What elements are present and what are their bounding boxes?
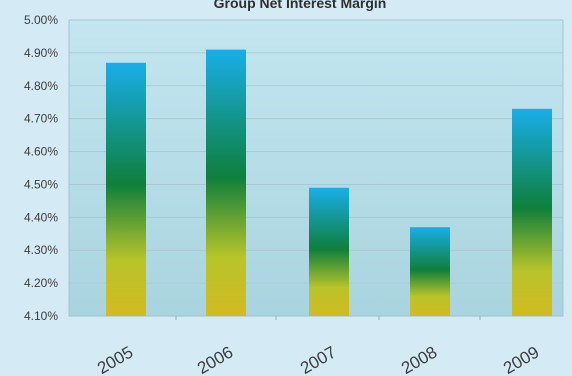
x-tick-label: 2006 [194,343,236,376]
y-tick-label: 4.90% [24,46,58,60]
y-tick-label: 4.80% [24,79,58,93]
y-tick-label: 4.10% [24,309,58,323]
bar-2006 [206,49,246,316]
y-tick-label: 4.40% [24,210,58,224]
y-tick-label: 4.70% [24,112,58,126]
bar-2007 [309,187,349,316]
y-tick-label: 5.00% [24,13,58,27]
bar-2005 [106,62,146,316]
x-tick-label: 2007 [297,343,339,376]
chart-title: Group Net Interest Margin [214,0,387,11]
y-tick-label: 4.50% [24,177,58,191]
x-tick-label: 2008 [398,343,440,376]
x-tick-label: 2005 [94,343,136,376]
bar-2009 [512,108,552,316]
y-tick-label: 4.60% [24,145,58,159]
y-tick-label: 4.20% [24,276,58,290]
x-tick-label: 2009 [500,343,542,376]
y-tick-label: 4.30% [24,243,58,257]
gridlines [69,19,563,317]
bars [106,49,552,316]
bar-2008 [410,227,450,316]
